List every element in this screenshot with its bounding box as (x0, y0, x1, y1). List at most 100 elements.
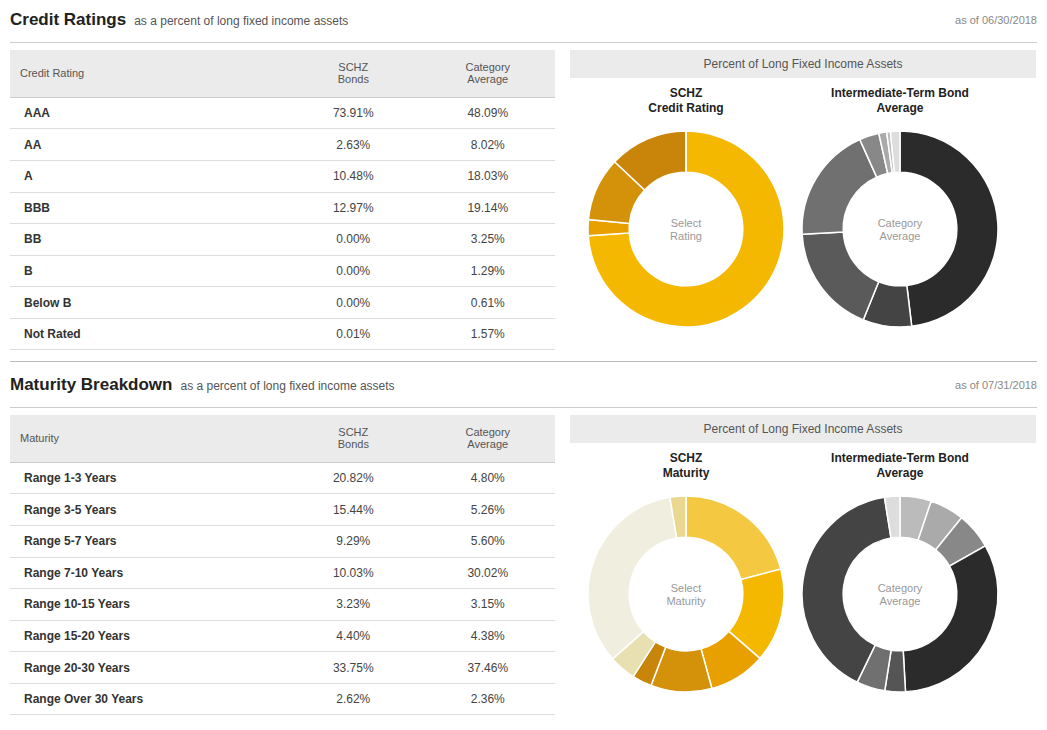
table-cell: 0.00% (286, 224, 420, 256)
center-text-line: Category (878, 217, 923, 229)
title-line: Credit Ratings as a percent of long fixed… (10, 10, 348, 30)
table-cell: 5.60% (421, 526, 555, 558)
center-text: SelectMaturity (666, 582, 706, 607)
table-row: Range 7-10 Years10.03%30.02% (10, 557, 555, 589)
table-row: Range 20-30 Years33.75%37.46% (10, 652, 555, 684)
row-label: Range Over 30 Years (10, 683, 286, 715)
date: as of 06/30/2018 (955, 14, 1037, 26)
table-row: Range 15-20 Years4.40%4.38% (10, 620, 555, 652)
donut-slice (588, 131, 784, 327)
donut-slice (890, 131, 900, 172)
center-text-line: Average (880, 595, 921, 607)
donut-slice (903, 546, 998, 692)
table-row: BBB12.97%19.14% (10, 192, 555, 224)
donut-chart: SelectRating (581, 124, 791, 334)
donut-label: SCHZ Credit Rating (566, 86, 806, 116)
row-label: Range 20-30 Years (10, 652, 286, 684)
table-cell: 1.57% (421, 318, 555, 350)
row-label: B (10, 255, 286, 287)
table-cell: 5.26% (421, 494, 555, 526)
table-cell: 3.23% (286, 589, 420, 621)
row-label: Range 7-10 Years (10, 557, 286, 589)
donut-slice (685, 131, 687, 172)
center-text-line: Rating (670, 230, 702, 242)
table-cell: 2.63% (286, 129, 420, 161)
table-cell: 2.62% (286, 683, 420, 715)
table-row: Not Rated0.01%1.57% (10, 318, 555, 350)
slices (588, 131, 784, 327)
table-cell: 30.02% (421, 557, 555, 589)
row-label: Not Rated (10, 318, 286, 350)
table-cell: 10.03% (286, 557, 420, 589)
table-cell: 0.00% (286, 255, 420, 287)
column-header: SCHZ Bonds (286, 50, 420, 97)
date: as of 07/31/2018 (955, 379, 1037, 391)
donut-slice (686, 496, 781, 580)
donut-label: SCHZ Maturity (566, 451, 806, 481)
table-row: Below B0.00%0.61% (10, 287, 555, 319)
column-header: Credit Rating (10, 50, 286, 97)
table-cell: 48.09% (421, 97, 555, 129)
table-cell: 8.02% (421, 129, 555, 161)
row-label: AA (10, 129, 286, 161)
table-cell: 12.97% (286, 192, 420, 224)
page: Credit Ratings as a percent of long fixed… (0, 0, 1047, 730)
column-header: Maturity (10, 415, 286, 462)
table-cell: 73.91% (286, 97, 420, 129)
row-label: Range 15-20 Years (10, 620, 286, 652)
center-text-line: Select (671, 217, 702, 229)
title-rule (10, 42, 1037, 43)
donut-slice (670, 496, 686, 538)
slices (588, 496, 784, 692)
header-row: Credit RatingSCHZ BondsCategory Average (10, 50, 555, 97)
table-cell: 9.29% (286, 526, 420, 558)
subtitle: as a percent of long fixed income assets (134, 14, 348, 28)
title-line: Maturity Breakdown as a percent of long f… (10, 375, 395, 395)
table-cell: 4.80% (421, 462, 555, 494)
center-text-line: Select (671, 582, 702, 594)
column-header: Category Average (421, 415, 555, 462)
table-row: Range 3-5 Years15.44%5.26% (10, 494, 555, 526)
section-separator (10, 361, 1037, 362)
center-text-line: Average (880, 230, 921, 242)
table-row: Range 5-7 Years9.29%5.60% (10, 526, 555, 558)
row-label: A (10, 161, 286, 193)
row-label: Range 10-15 Years (10, 589, 286, 621)
table-cell: 18.03% (421, 161, 555, 193)
table-cell: 4.38% (421, 620, 555, 652)
donut-label: Intermediate-Term Bond Average (780, 86, 1020, 116)
donut-slice (588, 497, 677, 659)
title: Maturity Breakdown (10, 375, 172, 395)
table-row: Range Over 30 Years2.62%2.36% (10, 683, 555, 715)
table-row: A10.48%18.03% (10, 161, 555, 193)
table-cell: 3.15% (421, 589, 555, 621)
title-rule (10, 407, 1037, 408)
subtitle: as a percent of long fixed income assets (180, 379, 394, 393)
table-cell: 33.75% (286, 652, 420, 684)
donut-slice (615, 131, 686, 190)
table-cell: 0.01% (286, 318, 420, 350)
table: Credit RatingSCHZ BondsCategory Average A… (10, 50, 555, 350)
donut-slice (884, 496, 900, 538)
donut-chart: SelectMaturity (581, 489, 791, 699)
row-label: Range 3-5 Years (10, 494, 286, 526)
center-text-line: Category (878, 582, 923, 594)
slices (802, 496, 998, 692)
table-row: B0.00%1.29% (10, 255, 555, 287)
donut-chart: CategoryAverage (795, 124, 1005, 334)
column-header: SCHZ Bonds (286, 415, 420, 462)
table-cell: 37.46% (421, 652, 555, 684)
header-row: MaturitySCHZ BondsCategory Average (10, 415, 555, 462)
table-cell: 20.82% (286, 462, 420, 494)
title: Credit Ratings (10, 10, 126, 30)
table-cell: 3.25% (421, 224, 555, 256)
center-text: CategoryAverage (878, 582, 923, 607)
table-cell: 0.00% (286, 287, 420, 319)
table-cell: 2.36% (421, 683, 555, 715)
table-cell: 4.40% (286, 620, 420, 652)
slices (802, 131, 998, 327)
column-header: Category Average (421, 50, 555, 97)
table-row: Range 1-3 Years20.82%4.80% (10, 462, 555, 494)
center-text-line: Maturity (666, 595, 706, 607)
table-cell: 19.14% (421, 192, 555, 224)
